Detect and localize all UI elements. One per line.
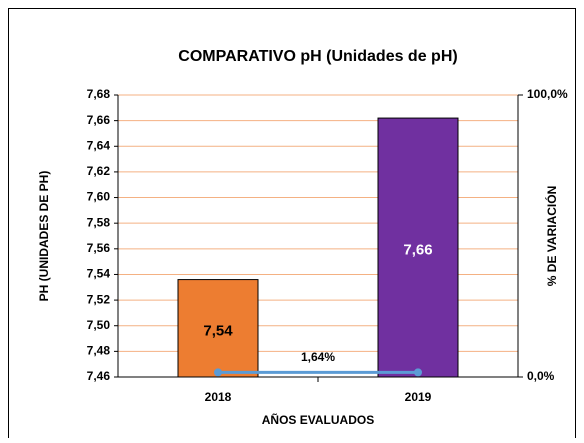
y-tick-label: 7,60 — [87, 190, 111, 204]
y-tick-label: 7,66 — [87, 113, 111, 127]
line-marker — [214, 368, 222, 377]
y-tick-label: 7,48 — [87, 344, 111, 358]
bar — [177, 279, 259, 378]
line-marker — [414, 368, 422, 377]
y-tick-label: 7,50 — [87, 318, 111, 332]
y2-tick-label: 0,0% — [527, 369, 555, 383]
chart-title: COMPARATIVO pH (Unidades de pH) — [178, 48, 457, 65]
bar-value-label: 7,66 — [403, 242, 432, 259]
y2-axis-label: % DE VARIACIÓN — [544, 186, 559, 286]
y-tick-label: 7,46 — [87, 369, 111, 383]
y-tick-label: 7,68 — [87, 87, 111, 101]
bar — [377, 117, 459, 378]
y2-tick-label: 100,0% — [527, 87, 568, 101]
y-tick-label: 7,64 — [87, 138, 111, 152]
bar-value-label: 7,54 — [203, 322, 233, 339]
y-tick-label: 7,56 — [87, 241, 111, 255]
line-annotation: 1,64% — [301, 350, 335, 364]
y-tick-label: 7,54 — [87, 267, 111, 281]
x-axis-label: AÑOS EVALUADOS — [262, 412, 374, 427]
y-tick-label: 7,62 — [87, 164, 111, 178]
x-tick-label: 2018 — [205, 390, 232, 404]
y-tick-label: 7,58 — [87, 215, 111, 229]
x-tick-label: 2019 — [405, 390, 432, 404]
y-axis-label: PH (UNIDADES DE PH) — [37, 171, 51, 302]
y-tick-label: 7,52 — [87, 292, 111, 306]
chart-frame — [8, 8, 576, 443]
